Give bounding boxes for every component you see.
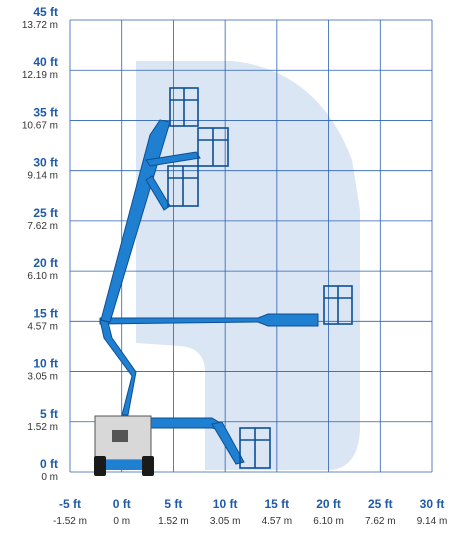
- y-tick-label-m: 6.10 m: [27, 271, 58, 282]
- control-panel: [112, 430, 128, 442]
- x-tick-label-ft: 10 ft: [213, 497, 238, 511]
- x-tick-label-ft: 30 ft: [420, 497, 445, 511]
- y-tick-label-ft: 40 ft: [33, 55, 58, 69]
- y-tick-label-m: 3.05 m: [27, 372, 58, 383]
- x-tick-label-m: -1.52 m: [53, 516, 87, 527]
- y-tick-label-m: 12.19 m: [22, 70, 58, 81]
- platform-ground: [239, 427, 271, 469]
- platform-35ft: [197, 127, 229, 167]
- jib-ground: [211, 421, 245, 465]
- upper-boom-mid: [145, 151, 201, 167]
- platform-30ft: [167, 165, 199, 207]
- y-tick-label-ft: 15 ft: [33, 306, 58, 320]
- platform-20ft-reach: [323, 285, 353, 325]
- lower-riser: [99, 319, 137, 416]
- upper-boom-max: [100, 119, 171, 323]
- x-tick-label-m: 4.57 m: [262, 516, 293, 527]
- y-tick-label-m: 1.52 m: [27, 422, 58, 433]
- x-tick-label-ft: 20 ft: [316, 497, 341, 511]
- x-tick-label-ft: 5 ft: [164, 497, 182, 511]
- platform-top: [169, 87, 199, 127]
- y-tick-label-m: 9.14 m: [27, 171, 58, 182]
- x-axis-labels: -5 ft -1.52 m 0 ft 0 m 5 ft 1.52 m 10 ft 3.05 m…: [53, 497, 447, 527]
- working-envelope: [136, 61, 360, 470]
- x-tick-label-m: 7.62 m: [365, 516, 396, 527]
- y-tick-label-ft: 20 ft: [33, 256, 58, 270]
- y-tick-label-m: 13.72 m: [22, 20, 58, 31]
- y-tick-label-m: 10.67 m: [22, 120, 58, 131]
- y-tick-label-ft: 30 ft: [33, 156, 58, 170]
- horizontal-boom: [99, 313, 319, 327]
- x-tick-label-m: 6.10 m: [313, 516, 344, 527]
- articulating-boom-lift-icon: [94, 87, 353, 476]
- y-tick-label-m: 4.57 m: [27, 321, 58, 332]
- x-tick-label-m: 0 m: [113, 516, 130, 527]
- x-tick-label-m: 3.05 m: [210, 516, 241, 527]
- x-tick-label-ft: 15 ft: [265, 497, 290, 511]
- x-tick-label-m: 9.14 m: [417, 516, 448, 527]
- y-tick-label-ft: 25 ft: [33, 206, 58, 220]
- x-tick-label-ft: -5 ft: [59, 497, 81, 511]
- y-tick-label-ft: 0 ft: [40, 457, 58, 471]
- x-tick-label-ft: 0 ft: [113, 497, 131, 511]
- x-tick-label-ft: 25 ft: [368, 497, 393, 511]
- y-tick-label-m: 0 m: [41, 472, 58, 483]
- chassis-base: [100, 460, 150, 470]
- y-tick-label-ft: 10 ft: [33, 357, 58, 371]
- y-tick-label-ft: 45 ft: [33, 5, 58, 19]
- y-tick-label-m: 7.62 m: [27, 221, 58, 232]
- right-tire: [142, 456, 154, 476]
- left-tire: [94, 456, 106, 476]
- y-tick-label-ft: 35 ft: [33, 105, 58, 119]
- y-tick-label-ft: 5 ft: [40, 407, 58, 421]
- x-tick-label-m: 1.52 m: [158, 516, 189, 527]
